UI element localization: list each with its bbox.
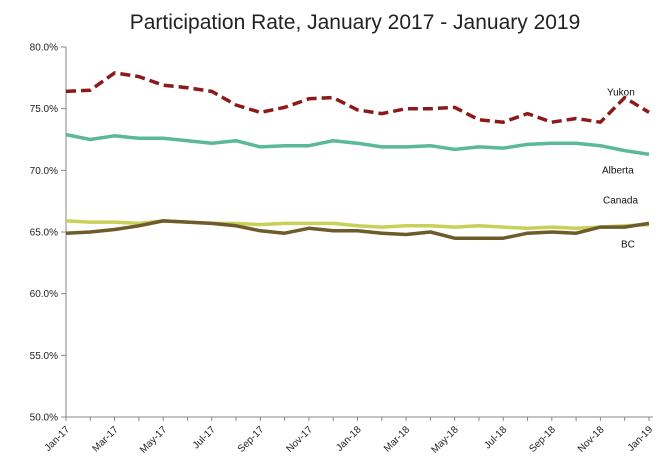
series-labels: Yukon Alberta Canada BC xyxy=(602,87,638,250)
x-tick-label: Sep-17 xyxy=(236,424,267,455)
x-tick-label: Sep-18 xyxy=(527,424,558,455)
chart-title: Participation Rate, January 2017 - Janua… xyxy=(130,11,581,34)
y-tick-label: 80.0% xyxy=(30,43,58,54)
x-axis-ticks: Jan-17 Mar-17 May-17 Jul-17 Sep-17 Nov-17 Jan-… xyxy=(43,417,656,456)
y-tick-label: 70.0% xyxy=(30,166,58,177)
series-line-alberta xyxy=(65,132,650,157)
x-tick-label: Mar-18 xyxy=(382,424,412,454)
series-line-yukon xyxy=(65,71,650,124)
x-tick-label: Mar-17 xyxy=(91,424,121,454)
series-label-alberta: Alberta xyxy=(602,165,634,176)
series-label-canada: Canada xyxy=(603,196,638,207)
x-tick-label: Jul-17 xyxy=(191,424,218,451)
x-tick-label: Nov-18 xyxy=(576,424,607,455)
x-tick-label: Jan-18 xyxy=(334,424,364,454)
series-lines xyxy=(65,71,650,240)
y-tick-label: 75.0% xyxy=(30,104,58,115)
y-tick-label: 50.0% xyxy=(30,413,58,424)
series-label-bc: BC xyxy=(621,239,635,250)
y-tick-label: 65.0% xyxy=(30,228,58,239)
x-tick-label: Nov-17 xyxy=(284,424,315,455)
x-tick-label: May-17 xyxy=(138,424,170,456)
y-axis-ticks: 50.0% 55.0% 60.0% 65.0% 70.0% 75.0% 80.0% xyxy=(30,43,66,424)
y-tick-label: 60.0% xyxy=(30,289,58,300)
series-label-yukon: Yukon xyxy=(607,87,635,98)
y-tick-label: 55.0% xyxy=(30,351,58,362)
series-line-bc xyxy=(65,219,650,240)
x-tick-label: Jan-19 xyxy=(626,424,656,454)
x-tick-label: May-18 xyxy=(429,424,461,456)
x-tick-label: Jul-18 xyxy=(482,424,509,451)
x-tick-label: Jan-17 xyxy=(43,424,73,454)
